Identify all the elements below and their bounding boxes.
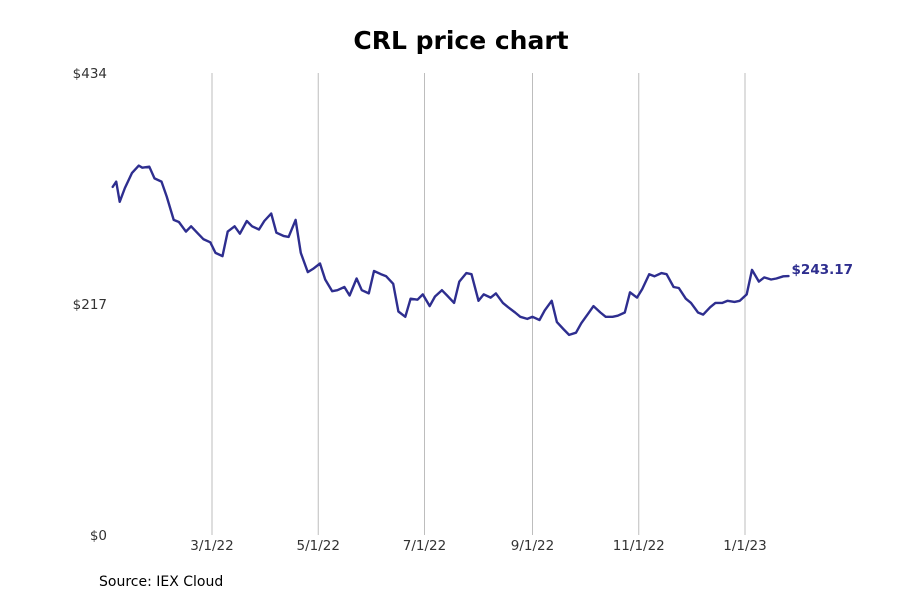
y-tick-label: $217 (73, 297, 107, 313)
x-tick-label: 1/1/23 (723, 538, 766, 554)
y-tick-label: $0 (90, 528, 107, 544)
chart-title: CRL price chart (353, 26, 569, 55)
x-tick-label: 11/1/22 (613, 538, 665, 554)
source-note: Source: IEX Cloud (99, 574, 224, 590)
last-price-label: $243.17 (792, 262, 854, 278)
y-axis-tick-labels: $0 $217 $434 (73, 66, 107, 544)
x-tick-label: 9/1/22 (511, 538, 554, 554)
x-axis-tick-labels: 3/1/22 5/1/22 7/1/22 9/1/22 11/1/22 1/1/23 (190, 538, 766, 554)
y-tick-label: $434 (73, 66, 107, 82)
x-tick-label: 5/1/22 (297, 538, 340, 554)
price-line (111, 164, 790, 337)
vertical-gridlines (211, 73, 746, 535)
price-series: $243.17 (111, 164, 854, 337)
x-tick-label: 3/1/22 (190, 538, 233, 554)
x-tick-label: 7/1/22 (403, 538, 446, 554)
